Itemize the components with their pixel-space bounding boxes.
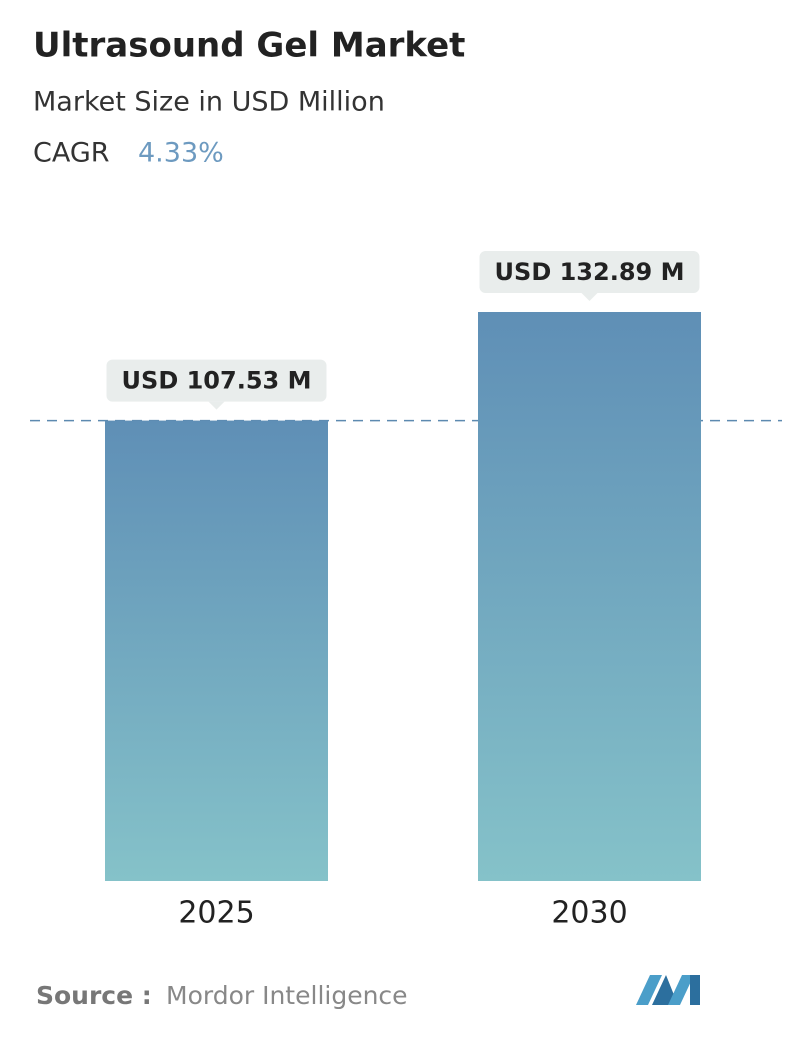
plot-area: USD 107.53 M 2025 USD 132.89 M 2030 <box>30 251 782 931</box>
value-label: USD 107.53 M <box>122 367 312 395</box>
value-label-pointer <box>208 401 225 410</box>
cagr-value: 4.33% <box>138 138 224 169</box>
x-tick-label: 2025 <box>178 896 254 931</box>
value-label-box <box>479 251 700 293</box>
source: Mordor Intelligence <box>166 981 408 1010</box>
bar <box>478 312 701 881</box>
x-tick-label: 2030 <box>551 896 627 931</box>
source-label: Source : <box>36 981 152 1010</box>
chart-subtitle: Market Size in USD Million <box>33 87 385 118</box>
value-label-pointer <box>581 293 598 301</box>
logo <box>636 975 700 1005</box>
chart-title: Ultrasound Gel Market <box>33 26 465 66</box>
bar <box>105 420 328 881</box>
value-label-box <box>106 359 327 402</box>
value-label: USD 132.89 M <box>495 258 685 286</box>
cagr-label: CAGR <box>33 138 110 169</box>
